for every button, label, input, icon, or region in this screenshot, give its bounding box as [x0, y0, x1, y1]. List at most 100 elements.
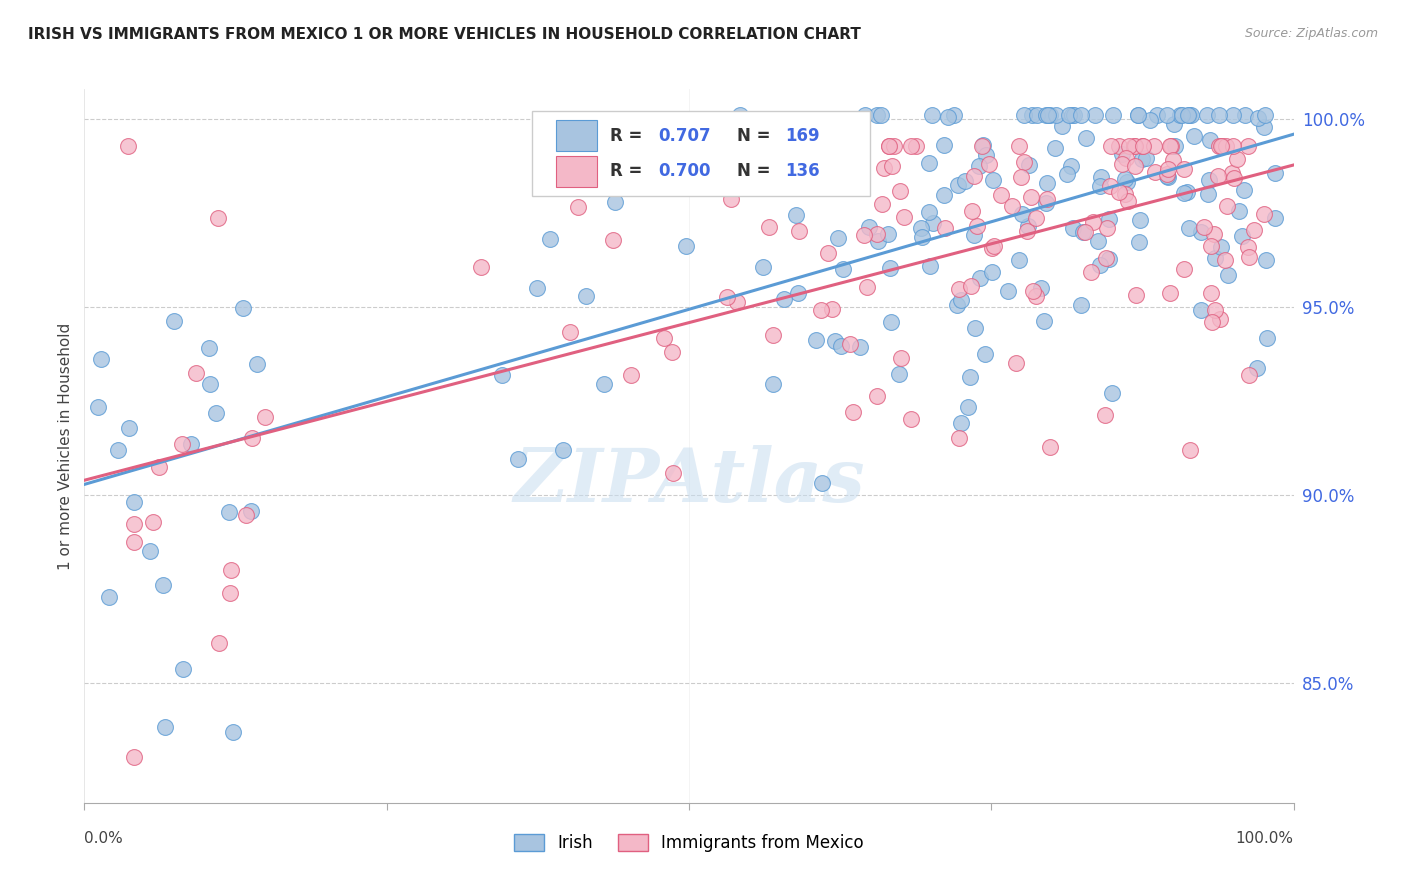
Point: [1074, 225, 1097, 239]
Point: [1014, 155, 1036, 169]
Point: [148, 459, 170, 474]
Point: [920, 259, 942, 273]
Point: [1254, 108, 1277, 122]
Point: [1022, 285, 1045, 299]
Point: [1012, 108, 1035, 122]
Point: [219, 585, 242, 599]
Point: [963, 169, 986, 183]
Point: [1157, 161, 1180, 176]
Point: [1098, 252, 1121, 266]
Point: [1178, 443, 1201, 458]
Point: [797, 179, 820, 194]
Point: [1094, 408, 1116, 422]
Point: [1175, 186, 1198, 200]
Point: [1201, 315, 1223, 329]
Point: [1108, 138, 1130, 153]
Point: [1233, 183, 1256, 197]
Point: [810, 475, 832, 490]
Point: [866, 227, 889, 241]
Point: [172, 662, 194, 676]
Point: [553, 443, 575, 458]
Point: [1126, 108, 1149, 122]
Point: [879, 260, 901, 275]
Point: [1025, 211, 1047, 225]
Point: [1143, 165, 1166, 179]
Point: [603, 194, 626, 209]
Point: [1173, 261, 1195, 276]
Point: [1010, 169, 1032, 184]
Point: [720, 192, 742, 206]
Point: [849, 339, 872, 353]
Point: [728, 108, 751, 122]
Text: N =: N =: [737, 127, 776, 145]
Point: [1208, 108, 1230, 122]
Point: [1213, 252, 1236, 267]
Point: [830, 339, 852, 353]
Point: [948, 282, 970, 296]
Point: [1189, 302, 1212, 317]
Point: [1211, 138, 1233, 153]
Point: [122, 495, 145, 509]
Point: [90, 352, 112, 367]
Point: [1201, 286, 1223, 301]
Point: [918, 156, 941, 170]
Point: [877, 138, 900, 153]
Point: [1080, 265, 1102, 279]
Point: [1115, 151, 1137, 165]
Point: [1045, 108, 1067, 122]
Point: [810, 302, 832, 317]
Point: [491, 368, 513, 382]
Point: [1239, 251, 1261, 265]
Point: [1036, 177, 1059, 191]
Point: [575, 289, 598, 303]
Point: [1198, 172, 1220, 186]
Point: [1197, 108, 1219, 122]
Point: [1095, 220, 1118, 235]
Point: [773, 293, 796, 307]
Text: ZIPAtlas: ZIPAtlas: [513, 445, 865, 518]
Point: [1215, 199, 1237, 213]
Point: [526, 281, 548, 295]
Point: [1025, 289, 1047, 303]
Point: [889, 368, 911, 382]
Point: [1243, 223, 1265, 237]
Point: [242, 431, 264, 445]
Point: [1132, 153, 1154, 167]
Point: [948, 178, 970, 193]
Point: [853, 108, 876, 122]
Point: [948, 431, 970, 445]
Point: [1101, 108, 1123, 122]
Point: [1098, 178, 1121, 193]
Point: [904, 138, 927, 153]
Point: [1159, 286, 1181, 301]
Point: [1017, 219, 1039, 233]
Point: [1157, 170, 1180, 185]
Point: [1021, 190, 1043, 204]
Point: [253, 410, 276, 425]
Point: [139, 544, 162, 558]
Point: [900, 138, 922, 153]
Point: [900, 412, 922, 426]
Point: [1063, 108, 1085, 122]
Point: [949, 417, 972, 431]
Text: R =: R =: [610, 127, 648, 145]
Point: [1095, 251, 1118, 265]
Point: [1070, 298, 1092, 312]
Legend: Irish, Immigrants from Mexico: Irish, Immigrants from Mexico: [508, 827, 870, 859]
Point: [142, 515, 165, 529]
Point: [893, 210, 915, 224]
Point: [934, 187, 956, 202]
Point: [222, 724, 245, 739]
Point: [1233, 108, 1256, 122]
Point: [1132, 138, 1154, 153]
Point: [1018, 158, 1040, 172]
Point: [184, 366, 207, 380]
Point: [1163, 153, 1185, 167]
Point: [1227, 203, 1250, 218]
Point: [1036, 193, 1059, 207]
Point: [1129, 213, 1152, 227]
Point: [837, 127, 859, 141]
Point: [1125, 287, 1147, 301]
Point: [1246, 111, 1268, 125]
Point: [946, 298, 969, 312]
